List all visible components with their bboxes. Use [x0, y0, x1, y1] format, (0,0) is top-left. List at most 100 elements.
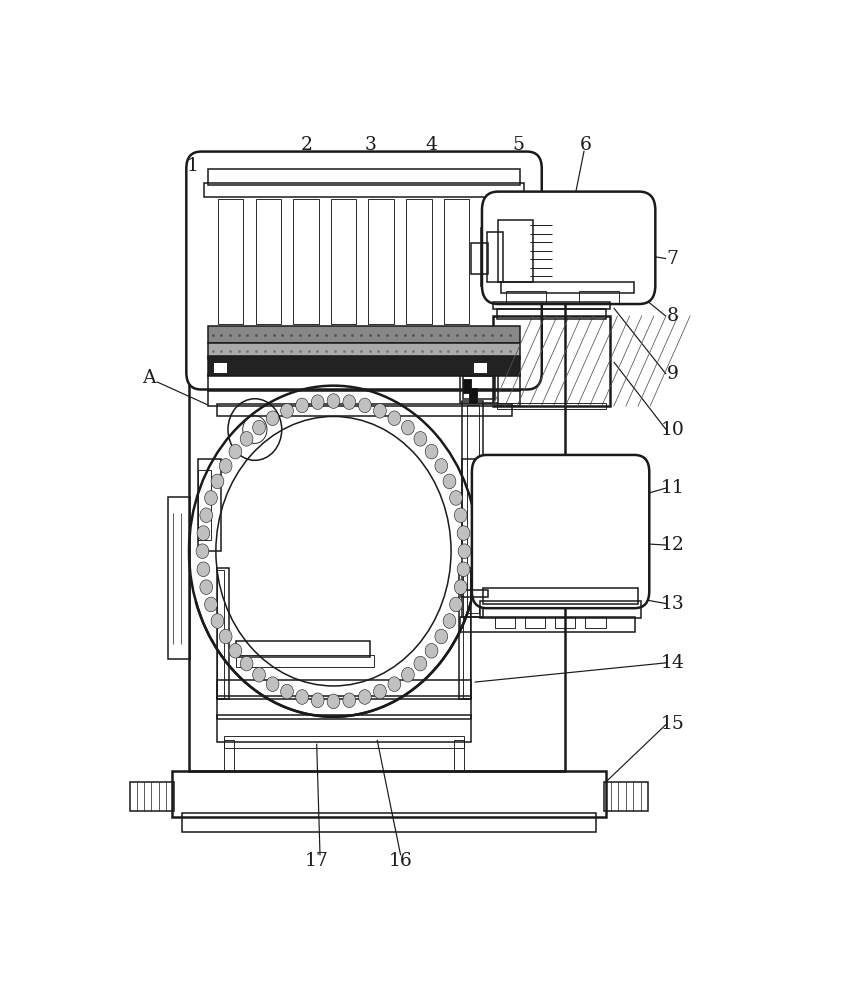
FancyBboxPatch shape: [482, 192, 655, 304]
Bar: [501, 282, 635, 293]
Bar: [224, 740, 234, 771]
Circle shape: [252, 420, 265, 435]
Bar: [463, 570, 470, 698]
Bar: [579, 291, 619, 303]
Text: 12: 12: [661, 536, 685, 554]
Circle shape: [240, 431, 253, 446]
Bar: [497, 309, 605, 319]
Circle shape: [358, 398, 371, 413]
Circle shape: [205, 597, 218, 612]
Text: 15: 15: [661, 715, 685, 733]
Circle shape: [266, 411, 279, 426]
Bar: [218, 570, 224, 698]
Circle shape: [454, 580, 467, 594]
Text: 9: 9: [667, 365, 679, 383]
Bar: [492, 302, 610, 309]
Bar: [555, 617, 576, 628]
Circle shape: [457, 526, 470, 540]
Bar: [473, 362, 487, 373]
Bar: [224, 736, 465, 748]
Circle shape: [219, 629, 232, 644]
Circle shape: [205, 491, 218, 505]
Circle shape: [281, 684, 293, 699]
Bar: [218, 568, 229, 699]
Circle shape: [388, 411, 401, 426]
Bar: [463, 379, 472, 393]
Circle shape: [450, 491, 462, 505]
Bar: [208, 356, 520, 376]
Bar: [368, 199, 394, 324]
Circle shape: [401, 420, 414, 435]
Circle shape: [240, 656, 253, 671]
Bar: [189, 270, 565, 771]
Circle shape: [454, 508, 467, 523]
Bar: [480, 601, 642, 618]
Bar: [460, 568, 472, 699]
Bar: [498, 220, 533, 282]
Bar: [208, 326, 520, 343]
Bar: [604, 782, 648, 811]
Circle shape: [211, 614, 224, 628]
Circle shape: [414, 656, 427, 671]
Text: 10: 10: [661, 421, 685, 439]
Circle shape: [435, 629, 447, 644]
Bar: [256, 199, 281, 324]
Bar: [173, 771, 605, 817]
Bar: [460, 617, 636, 632]
Bar: [208, 389, 520, 406]
Bar: [218, 680, 472, 699]
Circle shape: [443, 474, 456, 489]
Bar: [495, 617, 515, 628]
Bar: [204, 183, 525, 197]
Circle shape: [200, 508, 212, 523]
Circle shape: [197, 526, 210, 540]
Circle shape: [196, 544, 209, 559]
Circle shape: [281, 403, 293, 418]
Circle shape: [374, 684, 387, 699]
Circle shape: [358, 690, 371, 704]
Circle shape: [425, 643, 438, 658]
Text: 5: 5: [512, 136, 525, 154]
Circle shape: [374, 403, 387, 418]
Circle shape: [311, 395, 324, 409]
Bar: [492, 316, 610, 406]
Bar: [236, 641, 370, 657]
Bar: [466, 405, 479, 613]
Bar: [212, 362, 227, 373]
Text: 3: 3: [364, 136, 376, 154]
Text: 11: 11: [661, 479, 685, 497]
Text: 7: 7: [667, 250, 679, 268]
Bar: [182, 813, 596, 832]
Text: A: A: [142, 369, 155, 387]
Bar: [208, 343, 520, 359]
Bar: [472, 243, 488, 274]
Circle shape: [296, 690, 309, 704]
Circle shape: [342, 693, 355, 708]
Bar: [486, 232, 504, 282]
Bar: [462, 459, 486, 551]
Circle shape: [450, 597, 462, 612]
Circle shape: [425, 444, 438, 459]
Text: 8: 8: [667, 307, 679, 325]
Bar: [218, 696, 472, 719]
Circle shape: [443, 614, 456, 628]
Text: 2: 2: [301, 136, 313, 154]
Text: 4: 4: [425, 136, 437, 154]
Circle shape: [229, 444, 242, 459]
Circle shape: [414, 431, 427, 446]
Bar: [218, 199, 244, 324]
FancyBboxPatch shape: [186, 152, 542, 389]
Bar: [331, 199, 356, 324]
Bar: [481, 228, 505, 286]
Bar: [198, 470, 212, 540]
Circle shape: [200, 580, 212, 594]
Bar: [463, 376, 495, 399]
FancyBboxPatch shape: [472, 455, 649, 608]
Bar: [236, 655, 374, 667]
Bar: [130, 782, 173, 811]
Bar: [198, 459, 221, 551]
Circle shape: [311, 693, 324, 708]
Circle shape: [388, 677, 401, 691]
Bar: [218, 715, 472, 742]
Bar: [468, 388, 477, 403]
